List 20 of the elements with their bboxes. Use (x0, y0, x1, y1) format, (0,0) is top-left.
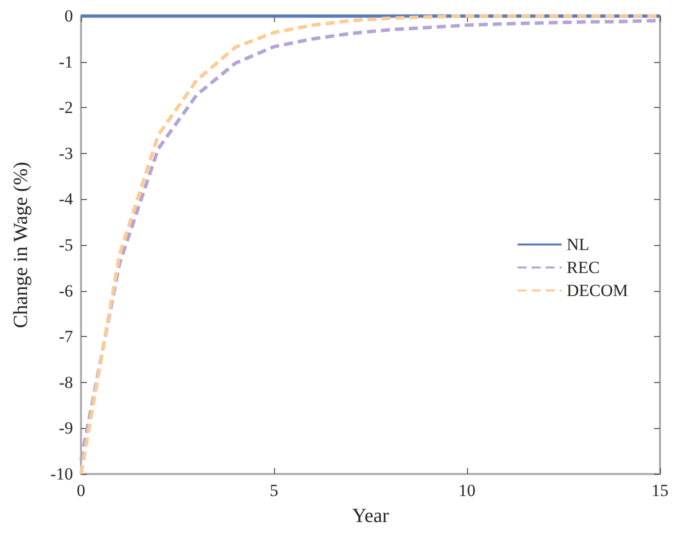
y-tick-label: -6 (58, 281, 73, 300)
legend-label: NL (566, 235, 590, 254)
y-tick-label: -7 (58, 327, 74, 346)
y-tick-label: -4 (58, 190, 74, 209)
x-tick-label: 0 (76, 481, 86, 500)
legend-label: REC (566, 258, 600, 277)
y-tick-label: -9 (58, 418, 73, 438)
y-tick-label: -5 (58, 236, 73, 254)
x-axis-title: Year (352, 505, 390, 527)
x-tick-label: 10 (458, 481, 476, 500)
y-axis-title: Change in Wage (%) (10, 162, 32, 328)
x-tick-label: 15 (652, 481, 668, 500)
y-tick-label: 0 (64, 6, 73, 26)
x-tick-label: 5 (270, 481, 278, 500)
y-tick-label: -2 (58, 98, 73, 118)
y-tick-label: -1 (58, 52, 73, 72)
y-tick-label: -8 (58, 372, 73, 392)
y-tick-label: -10 (50, 464, 73, 484)
y-tick-label: -3 (58, 144, 73, 163)
legend-label: DECOM (566, 281, 628, 300)
